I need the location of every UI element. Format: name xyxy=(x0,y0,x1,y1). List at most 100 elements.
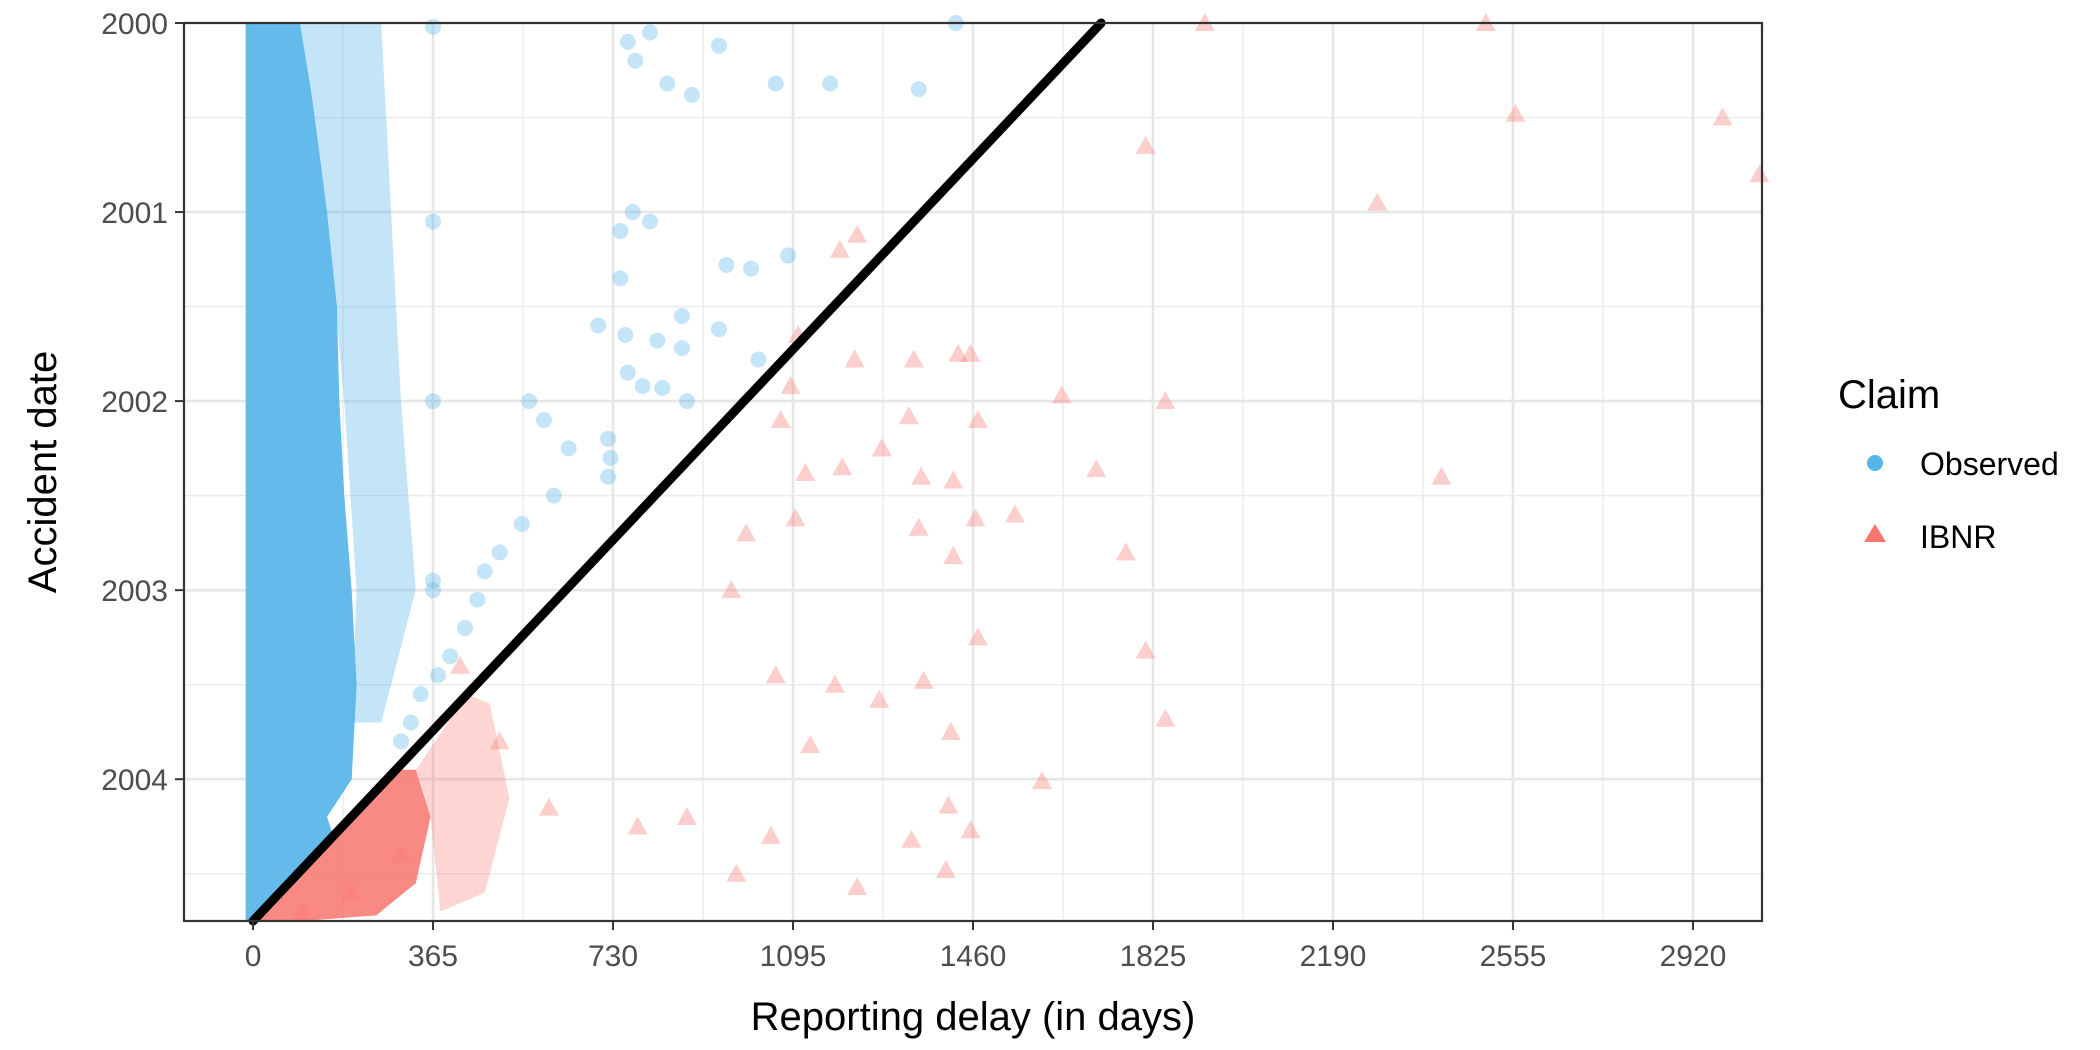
ibnr-point xyxy=(800,735,821,754)
observed-point xyxy=(910,81,927,98)
ibnr-point xyxy=(898,406,919,425)
ibnr-point xyxy=(1367,192,1388,211)
observed-point xyxy=(425,582,442,599)
ibnr-point xyxy=(913,670,934,689)
ibnr-point xyxy=(829,239,850,258)
legend: Claim Observed IBNR xyxy=(1838,373,2059,555)
observed-point xyxy=(457,619,474,636)
observed-point xyxy=(711,321,728,338)
observed-point xyxy=(521,393,538,410)
ibnr-point xyxy=(785,508,806,527)
observed-point xyxy=(425,572,442,589)
ibnr-point xyxy=(1135,640,1156,659)
ibnr-point xyxy=(1115,542,1136,561)
ibnr-point xyxy=(938,795,959,814)
ibnr-point xyxy=(1135,135,1156,154)
observed-dense-cloud xyxy=(245,23,416,921)
ibnr-point xyxy=(847,876,868,895)
ibnr-dense-cloud xyxy=(253,694,510,921)
observed-point xyxy=(612,270,629,287)
observed-points xyxy=(392,15,964,750)
observed-point xyxy=(392,733,409,750)
observed-point xyxy=(425,18,442,35)
x-tick-label: 2920 xyxy=(1660,940,1727,973)
ibnr-point xyxy=(960,820,981,839)
ibnr-point xyxy=(1749,164,1770,183)
observed-point xyxy=(545,487,562,504)
ibnr-point xyxy=(967,627,988,646)
x-tick-label: 0 xyxy=(245,940,262,973)
ibnr-point xyxy=(948,343,969,362)
ibnr-point xyxy=(1004,504,1025,523)
legend-ibnr-label: IBNR xyxy=(1920,519,1996,555)
ibnr-point xyxy=(765,665,786,684)
observed-point xyxy=(619,33,636,50)
ibnr-point xyxy=(627,816,648,835)
ibnr-point xyxy=(760,825,781,844)
observed-point xyxy=(425,393,442,410)
observed-point xyxy=(821,75,838,92)
x-tick-label: 730 xyxy=(588,940,638,973)
ibnr-point xyxy=(450,655,471,674)
x-tick-label: 2555 xyxy=(1480,940,1547,973)
y-tick-label: 2002 xyxy=(101,386,168,419)
observed-point xyxy=(612,222,629,239)
ibnr-point xyxy=(1155,708,1176,727)
ibnr-point xyxy=(903,349,924,368)
observed-point xyxy=(743,260,760,277)
observed-point xyxy=(513,515,530,532)
observed-point xyxy=(491,544,508,561)
ibnr-point xyxy=(721,580,742,599)
ibnr-point xyxy=(1431,466,1452,485)
observed-dense-region xyxy=(245,23,357,921)
ibnr-point xyxy=(1505,103,1526,122)
observed-point xyxy=(718,256,735,273)
ibnr-point xyxy=(901,829,922,848)
legend-observed-key xyxy=(1867,455,1883,471)
x-tick-label: 1825 xyxy=(1120,940,1187,973)
observed-point xyxy=(767,75,784,92)
ibnr-point xyxy=(871,438,892,457)
observed-point xyxy=(674,308,691,325)
ibnr-point xyxy=(736,523,757,542)
observed-point xyxy=(429,667,446,684)
y-tick-label: 2000 xyxy=(101,8,168,41)
ibnr-point xyxy=(832,457,853,476)
x-tick-label: 365 xyxy=(408,940,458,973)
observed-point xyxy=(780,247,797,264)
y-axis-title: Accident date xyxy=(21,351,65,593)
ibnr-point xyxy=(935,859,956,878)
legend-title: Claim xyxy=(1838,373,1940,417)
observed-point xyxy=(600,430,617,447)
ibnr-dense-region xyxy=(253,769,431,921)
observed-halo-region xyxy=(299,23,416,723)
observed-point xyxy=(535,412,552,429)
ibnr-point xyxy=(770,410,791,429)
reporting-boundary-line xyxy=(248,18,1106,926)
ibnr-point xyxy=(390,844,411,863)
observed-point xyxy=(711,37,728,54)
x-tick-label: 2190 xyxy=(1300,940,1367,973)
observed-point xyxy=(659,75,676,92)
ibnr-point xyxy=(869,689,890,708)
observed-point xyxy=(476,563,493,580)
ibnr-point xyxy=(1051,385,1072,404)
ibnr-point xyxy=(676,807,697,826)
observed-point xyxy=(634,377,651,394)
ibnr-point xyxy=(795,462,816,481)
ibnr-point xyxy=(1712,107,1733,126)
observed-point xyxy=(560,440,577,457)
observed-point xyxy=(750,351,767,368)
observed-point xyxy=(402,714,419,731)
ibnr-point xyxy=(940,721,961,740)
ibnr-point xyxy=(967,410,988,429)
ibnr-point xyxy=(1155,391,1176,410)
observed-point xyxy=(624,204,641,221)
observed-point xyxy=(642,24,659,41)
ibnr-point xyxy=(1086,459,1107,478)
observed-point xyxy=(649,332,666,349)
observed-point xyxy=(602,449,619,466)
observed-point xyxy=(442,648,459,665)
ibnr-point xyxy=(908,517,929,536)
